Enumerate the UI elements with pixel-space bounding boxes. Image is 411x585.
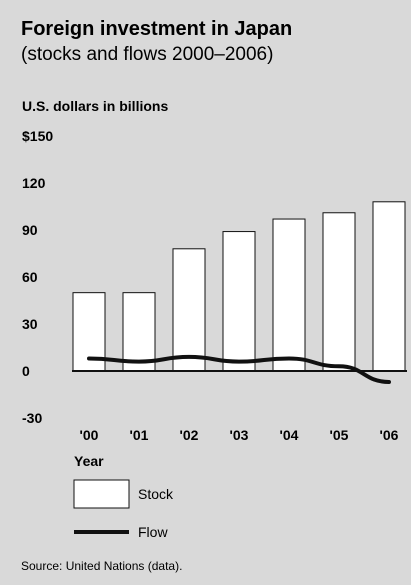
y-axis-label: U.S. dollars in billions (22, 98, 169, 114)
chart-title: Foreign investment in Japan (21, 18, 293, 40)
y-tick-label: $150 (22, 128, 53, 144)
y-tick-label: 0 (22, 363, 30, 379)
source-note: Source: United Nations (data). (21, 559, 183, 573)
x-tick-label: '01 (130, 427, 149, 443)
stock-bar (172, 248, 206, 372)
x-tick-label: '03 (230, 427, 249, 443)
y-tick-label: 120 (22, 175, 46, 191)
x-tick-label: '02 (180, 427, 199, 443)
x-tick-label: '04 (280, 427, 299, 443)
legend-stock-swatch (73, 479, 130, 509)
x-axis-title: Year (74, 453, 104, 469)
stock-bar (272, 218, 306, 372)
y-tick-label: 90 (22, 222, 38, 238)
y-tick-label: -30 (22, 410, 42, 426)
stock-bar (322, 212, 356, 372)
legend-flow-label: Flow (138, 524, 168, 540)
y-tick-label: 60 (22, 269, 38, 285)
x-tick-label: '00 (80, 427, 99, 443)
stock-bar (372, 201, 406, 372)
y-tick-label: 30 (22, 316, 38, 332)
stock-bar (222, 231, 256, 372)
chart-subtitle: (stocks and flows 2000–2006) (21, 44, 274, 65)
flow-line (87, 354, 391, 384)
x-tick-label: '05 (330, 427, 349, 443)
x-tick-label: '06 (380, 427, 399, 443)
legend-stock-label: Stock (138, 486, 174, 502)
